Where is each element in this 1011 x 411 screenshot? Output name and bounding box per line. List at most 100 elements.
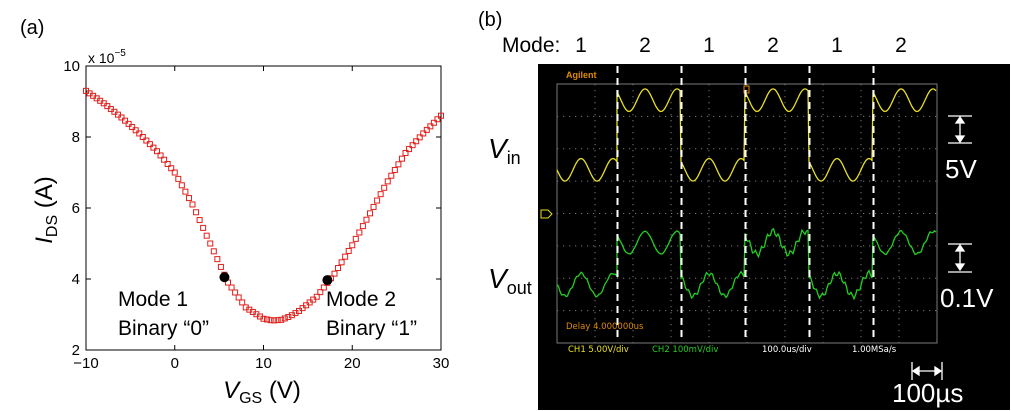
vin-label: Vin	[488, 133, 521, 168]
data-point	[274, 317, 281, 324]
data-point	[271, 317, 278, 324]
data-point	[338, 259, 345, 266]
data-point	[136, 130, 143, 137]
data-point	[178, 182, 185, 189]
data-point	[409, 142, 416, 149]
data-point	[150, 144, 157, 151]
data-point	[239, 299, 246, 306]
status-timebase: 100.0us/div	[762, 345, 812, 355]
data-point	[196, 217, 203, 224]
data-point	[278, 316, 285, 323]
data-point	[413, 138, 420, 145]
data-point	[285, 313, 292, 320]
data-point	[359, 223, 366, 230]
panel-b-label: (b)	[478, 9, 502, 31]
data-point	[143, 137, 150, 144]
status-samplerate: 1.00MSa/s	[852, 345, 897, 355]
ch1-ground-marker-icon	[540, 209, 553, 219]
data-point	[434, 116, 441, 123]
data-point	[146, 141, 153, 148]
data-point	[430, 119, 437, 126]
vin-scale-label: 5V	[945, 154, 977, 184]
mode-label: 2	[767, 34, 779, 57]
data-point	[395, 161, 402, 168]
data-point	[207, 240, 214, 247]
data-point	[161, 156, 168, 163]
status-ch1: CH1 5.00V/div	[568, 345, 629, 355]
data-point	[228, 284, 235, 291]
data-point	[317, 289, 324, 296]
mode-label: 1	[831, 34, 843, 57]
scope-graticule	[556, 83, 938, 344]
data-point	[438, 112, 444, 119]
mode-prefix: Mode:	[502, 34, 560, 57]
data-point	[214, 256, 221, 263]
data-point	[232, 289, 239, 296]
y-tick-label: 8	[72, 129, 80, 146]
data-point	[374, 197, 381, 204]
scope-brand: Agilent	[566, 70, 597, 80]
data-point	[171, 169, 178, 176]
data-point	[363, 216, 370, 223]
x-tick-label: −10	[73, 355, 98, 372]
data-point	[118, 114, 125, 121]
data-point	[185, 195, 192, 202]
x-tick-label: 10	[255, 355, 272, 372]
data-point	[384, 178, 391, 185]
mode-label: 2	[639, 34, 651, 57]
data-point	[267, 317, 274, 324]
data-point	[398, 155, 405, 162]
mode-labels: 1 2 1 2 1 2	[575, 34, 907, 57]
data-point	[203, 232, 210, 239]
highlighted-points	[219, 272, 333, 286]
annotation-mode1-title: Mode 1	[118, 288, 188, 311]
data-point	[342, 253, 349, 260]
data-point	[164, 160, 171, 167]
data-point	[423, 126, 430, 133]
y-axis-label: IDS (A)	[31, 176, 61, 244]
data-point	[281, 315, 288, 322]
data-point	[132, 127, 139, 134]
data-point	[402, 149, 409, 156]
status-ch2: CH2 100mV/div	[652, 345, 718, 355]
mode-point	[219, 272, 230, 283]
data-point	[370, 203, 377, 210]
data-point	[182, 188, 189, 195]
data-point	[313, 293, 320, 300]
data-point	[189, 201, 196, 208]
data-point	[175, 175, 182, 182]
data-point	[377, 191, 384, 198]
data-point	[235, 294, 242, 301]
data-point	[335, 264, 342, 271]
time-scale-label: 100µs	[892, 378, 963, 408]
data-point	[217, 263, 224, 270]
annotation-mode2-title: Mode 2	[326, 288, 396, 311]
y-tick-label: 6	[72, 200, 80, 217]
oscilloscope-screen: Agilent Delay 4.000000us CH1 5.00V/div C…	[538, 64, 1010, 410]
data-point	[264, 316, 271, 323]
data-point	[356, 229, 363, 236]
x-tick-label: 30	[433, 355, 450, 372]
data-point	[320, 284, 327, 291]
mode-label: 2	[895, 34, 907, 57]
data-point	[260, 315, 267, 322]
data-point	[193, 209, 200, 216]
data-point	[345, 247, 352, 254]
mode-label: 1	[703, 34, 715, 57]
annotation-mode2-binary: Binary “1”	[326, 317, 417, 340]
vout-label: Vout	[488, 263, 532, 298]
data-point	[154, 148, 160, 155]
data-point	[125, 120, 132, 127]
y-tick-label: 2	[72, 342, 80, 359]
chart-a: −10 0 10 20 30 2 4 6 8 10 x 10−5 IDS (A) VGS (V)…	[31, 48, 449, 407]
x-axis-label: VGS (V)	[223, 377, 301, 407]
data-point	[331, 270, 338, 277]
mode-label: 1	[575, 34, 587, 57]
delay-readout: Delay 4.000000us	[566, 322, 644, 332]
data-point	[367, 210, 373, 217]
data-point	[139, 134, 146, 140]
data-point	[406, 146, 413, 153]
data-point	[420, 130, 427, 137]
data-point	[388, 172, 395, 179]
